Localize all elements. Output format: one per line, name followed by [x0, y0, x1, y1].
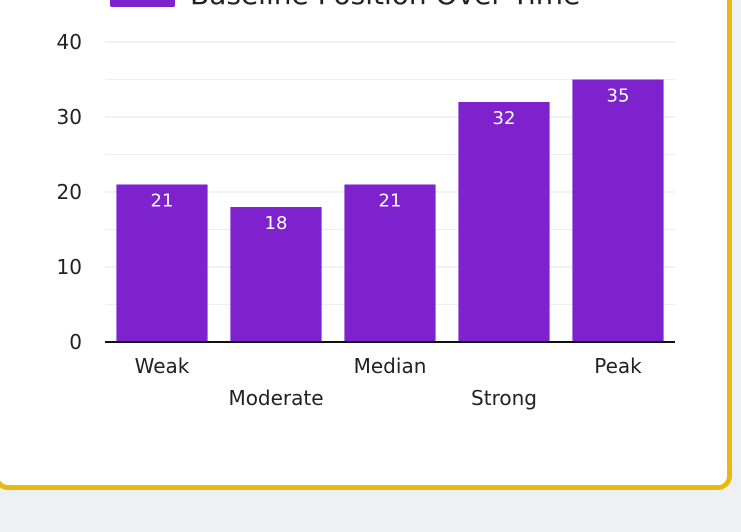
bar [116, 184, 208, 342]
x-tick-label: Weak [135, 354, 190, 378]
bar [458, 102, 550, 342]
y-tick-label: 10 [57, 255, 82, 279]
x-tick-label: Strong [471, 386, 537, 410]
y-tick-label: 20 [57, 180, 82, 204]
value-label: 32 [493, 108, 516, 129]
bar [572, 79, 664, 342]
value-label: 18 [265, 213, 288, 234]
bar [344, 184, 436, 342]
value-label: 21 [151, 191, 174, 212]
x-tick-label: Peak [594, 354, 642, 378]
x-tick-label: Median [354, 354, 427, 378]
y-tick-label: 0 [69, 330, 82, 354]
y-tick-label: 30 [57, 105, 82, 129]
legend-swatch [110, 0, 175, 7]
legend-label: Baseline Position Over Time [190, 0, 580, 11]
value-label: 21 [379, 191, 402, 212]
y-tick-label: 40 [57, 30, 82, 54]
bar [230, 207, 322, 342]
x-tick-label: Moderate [228, 386, 323, 410]
value-label: 35 [607, 86, 630, 107]
